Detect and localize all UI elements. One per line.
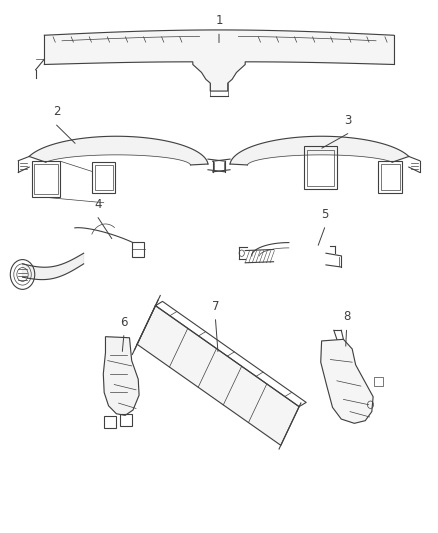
Polygon shape bbox=[22, 253, 84, 280]
Text: 8: 8 bbox=[343, 310, 350, 324]
Text: 6: 6 bbox=[120, 316, 127, 329]
Polygon shape bbox=[137, 305, 299, 445]
Polygon shape bbox=[321, 340, 373, 423]
Polygon shape bbox=[29, 136, 208, 165]
Text: 7: 7 bbox=[212, 300, 219, 313]
Polygon shape bbox=[44, 30, 394, 91]
Text: 2: 2 bbox=[53, 105, 60, 118]
Polygon shape bbox=[230, 136, 409, 165]
Text: 3: 3 bbox=[344, 114, 351, 127]
Text: 4: 4 bbox=[94, 198, 102, 211]
Polygon shape bbox=[103, 337, 139, 415]
Text: 5: 5 bbox=[321, 208, 328, 221]
Text: 1: 1 bbox=[215, 14, 223, 27]
